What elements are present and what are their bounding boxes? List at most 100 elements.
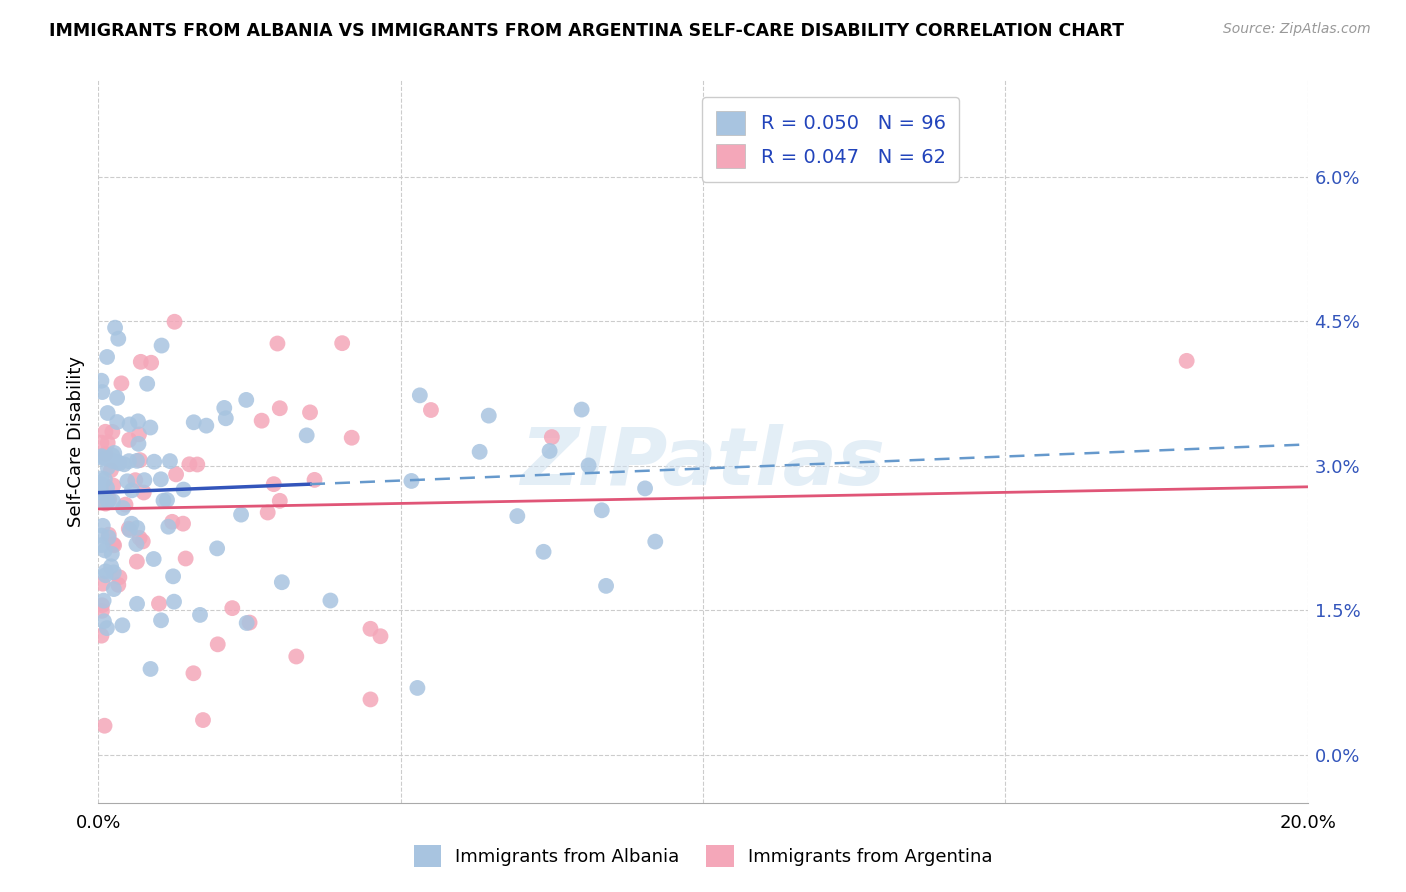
Point xyxy=(97,435,120,450)
Point xyxy=(108,570,131,584)
Point xyxy=(406,681,429,695)
Point xyxy=(205,541,228,556)
Point xyxy=(207,637,229,651)
Point xyxy=(90,435,112,450)
Point xyxy=(370,629,392,643)
Point xyxy=(91,576,114,591)
Point xyxy=(215,411,238,425)
Legend: R = 0.050   N = 96, R = 0.047   N = 62: R = 0.050 N = 96, R = 0.047 N = 62 xyxy=(703,97,959,182)
Point xyxy=(103,566,125,580)
Point xyxy=(96,350,118,364)
Point xyxy=(141,356,163,370)
Point xyxy=(595,579,617,593)
Point xyxy=(111,501,134,516)
Point xyxy=(221,601,243,615)
Legend: Immigrants from Albania, Immigrants from Argentina: Immigrants from Albania, Immigrants from… xyxy=(406,838,1000,874)
Text: IMMIGRANTS FROM ALBANIA VS IMMIGRANTS FROM ARGENTINA SELF-CARE DISABILITY CORREL: IMMIGRANTS FROM ALBANIA VS IMMIGRANTS FR… xyxy=(49,22,1125,40)
Point xyxy=(172,516,194,531)
Point xyxy=(91,599,114,613)
Point xyxy=(118,523,141,537)
Point xyxy=(112,457,135,471)
Point xyxy=(101,537,124,551)
Point xyxy=(94,447,117,461)
Point xyxy=(117,475,139,489)
Point xyxy=(100,463,122,477)
Point xyxy=(90,471,112,485)
Point xyxy=(103,478,125,492)
Point xyxy=(90,493,112,508)
Point xyxy=(90,449,112,463)
Point xyxy=(191,713,214,727)
Point xyxy=(121,483,143,498)
Point xyxy=(90,485,112,500)
Point xyxy=(360,692,382,706)
Point xyxy=(94,568,117,582)
Point xyxy=(270,575,292,590)
Point xyxy=(107,332,129,346)
Point xyxy=(173,483,195,497)
Point xyxy=(127,414,149,428)
Point xyxy=(125,537,148,551)
Point xyxy=(149,472,172,486)
Point xyxy=(1175,354,1198,368)
Point xyxy=(506,509,529,524)
Point xyxy=(143,455,166,469)
Point xyxy=(103,446,125,460)
Point xyxy=(578,458,600,473)
Point xyxy=(128,531,150,545)
Point xyxy=(340,431,363,445)
Point xyxy=(96,451,118,466)
Point xyxy=(129,453,152,467)
Point xyxy=(101,449,124,463)
Point xyxy=(139,420,162,434)
Point xyxy=(295,428,318,442)
Point xyxy=(157,519,180,533)
Point xyxy=(94,425,117,439)
Point xyxy=(90,374,112,388)
Point xyxy=(94,543,117,558)
Point xyxy=(162,569,184,583)
Point xyxy=(179,458,201,472)
Point xyxy=(121,516,143,531)
Point xyxy=(97,530,120,544)
Point xyxy=(478,409,501,423)
Point xyxy=(540,430,562,444)
Point xyxy=(163,315,186,329)
Point xyxy=(127,521,149,535)
Point xyxy=(136,376,159,391)
Point xyxy=(401,474,423,488)
Point xyxy=(468,445,491,459)
Point xyxy=(634,482,657,496)
Point xyxy=(93,614,115,628)
Point xyxy=(90,450,112,465)
Point xyxy=(360,622,382,636)
Point xyxy=(118,433,141,447)
Point xyxy=(148,597,170,611)
Point xyxy=(118,522,141,536)
Point xyxy=(94,497,117,511)
Point xyxy=(111,618,134,632)
Point xyxy=(129,355,152,369)
Point xyxy=(110,376,132,391)
Point xyxy=(105,415,128,429)
Point xyxy=(103,582,125,596)
Point xyxy=(118,454,141,468)
Point xyxy=(101,547,124,561)
Point xyxy=(644,534,666,549)
Point xyxy=(591,503,613,517)
Point xyxy=(174,551,197,566)
Point xyxy=(330,336,353,351)
Point xyxy=(150,613,173,627)
Point xyxy=(304,473,326,487)
Point xyxy=(132,534,155,549)
Point xyxy=(107,578,129,592)
Point xyxy=(98,492,121,507)
Point xyxy=(104,320,127,334)
Point xyxy=(114,498,136,512)
Point xyxy=(183,666,205,681)
Point xyxy=(125,454,148,468)
Point xyxy=(90,528,112,542)
Point xyxy=(125,555,148,569)
Point xyxy=(101,454,124,468)
Point xyxy=(107,455,129,469)
